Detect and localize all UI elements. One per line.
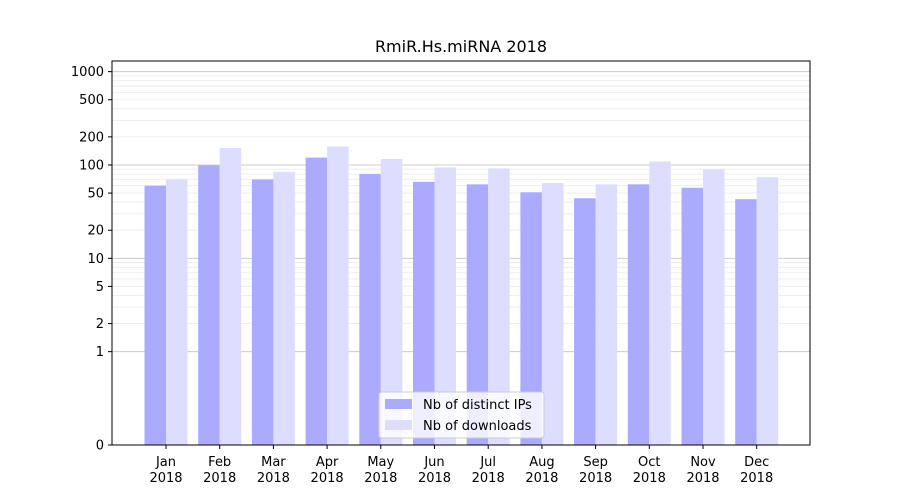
x-tick-label-month: Nov xyxy=(690,455,716,470)
bar xyxy=(520,192,542,445)
x-tick-label-year: 2018 xyxy=(203,471,236,486)
y-tick-label: 50 xyxy=(87,187,104,202)
x-tick-label-month: Feb xyxy=(208,455,231,470)
y-tick-label: 100 xyxy=(79,158,104,173)
bar xyxy=(166,179,188,445)
bar xyxy=(144,185,166,445)
bar xyxy=(488,168,510,445)
bar xyxy=(735,199,757,445)
bar xyxy=(574,198,596,445)
plot-frame xyxy=(111,60,811,446)
x-tick-label-month: Jun xyxy=(423,455,444,470)
x-tick-label-month: Jul xyxy=(479,455,496,470)
bar xyxy=(756,177,779,446)
x-tick-label-month: Oct xyxy=(638,455,660,470)
bars xyxy=(144,146,779,446)
legend-swatch xyxy=(385,420,412,430)
y-tick-label: 10 xyxy=(87,252,104,267)
x-tick-label-month: Aug xyxy=(529,455,554,470)
bar xyxy=(649,161,671,445)
x-axis-ticks: Jan2018Feb2018Mar2018Apr2018May2018Jun20… xyxy=(149,445,773,486)
bar xyxy=(380,158,403,445)
bar xyxy=(198,165,220,446)
x-tick-label-month: Mar xyxy=(261,455,286,470)
bar xyxy=(466,184,489,445)
bar xyxy=(219,148,242,445)
bar xyxy=(273,172,295,445)
x-tick-label-year: 2018 xyxy=(686,471,719,486)
x-tick-label-year: 2018 xyxy=(257,471,290,486)
bar xyxy=(251,179,274,445)
bar xyxy=(305,157,328,446)
y-tick-label: 5 xyxy=(96,280,104,295)
x-tick-label-month: May xyxy=(367,455,394,470)
legend-label: Nb of downloads xyxy=(423,419,532,434)
x-tick-label-month: Apr xyxy=(316,455,339,470)
x-tick-label-month: Dec xyxy=(744,455,769,470)
y-axis-ticks: 0 1 2 5 10 20 50 100 200 500 1000 xyxy=(71,65,112,454)
x-tick-label-year: 2018 xyxy=(633,471,666,486)
x-tick-label-year: 2018 xyxy=(740,471,773,486)
x-tick-label-month: Jan xyxy=(155,455,176,470)
x-tick-label-year: 2018 xyxy=(149,471,182,486)
legend-box xyxy=(378,391,545,439)
bar xyxy=(359,174,381,445)
bar xyxy=(413,181,435,445)
x-tick-label-year: 2018 xyxy=(579,471,612,486)
legend-swatch xyxy=(385,399,412,409)
legend-label: Nb of distinct IPs xyxy=(423,398,532,413)
x-tick-label-month: Sep xyxy=(583,455,608,470)
bar xyxy=(595,184,618,445)
y-tick-label: 2 xyxy=(96,317,104,332)
bar xyxy=(681,187,703,445)
y-tick-label: 0 xyxy=(96,439,104,454)
x-tick-label-year: 2018 xyxy=(311,471,344,486)
x-tick-label-year: 2018 xyxy=(364,471,397,486)
bar xyxy=(627,184,650,445)
bar xyxy=(541,183,564,446)
y-tick-label: 1 xyxy=(96,345,104,360)
x-tick-label-year: 2018 xyxy=(525,471,558,486)
y-tick-label: 20 xyxy=(87,224,104,239)
bar xyxy=(434,167,456,445)
axes xyxy=(111,60,811,446)
bar xyxy=(703,169,725,446)
chart-title: RmiR.Hs.miRNA 2018 xyxy=(375,37,547,56)
y-tick-label: 1000 xyxy=(71,65,104,80)
y-tick-label: 500 xyxy=(79,93,104,108)
x-tick-label-year: 2018 xyxy=(472,471,505,486)
y-tick-label: 200 xyxy=(79,130,104,145)
legend: Nb of distinct IPs Nb of downloads xyxy=(378,391,545,439)
bar xyxy=(327,146,349,445)
x-tick-label-year: 2018 xyxy=(418,471,451,486)
